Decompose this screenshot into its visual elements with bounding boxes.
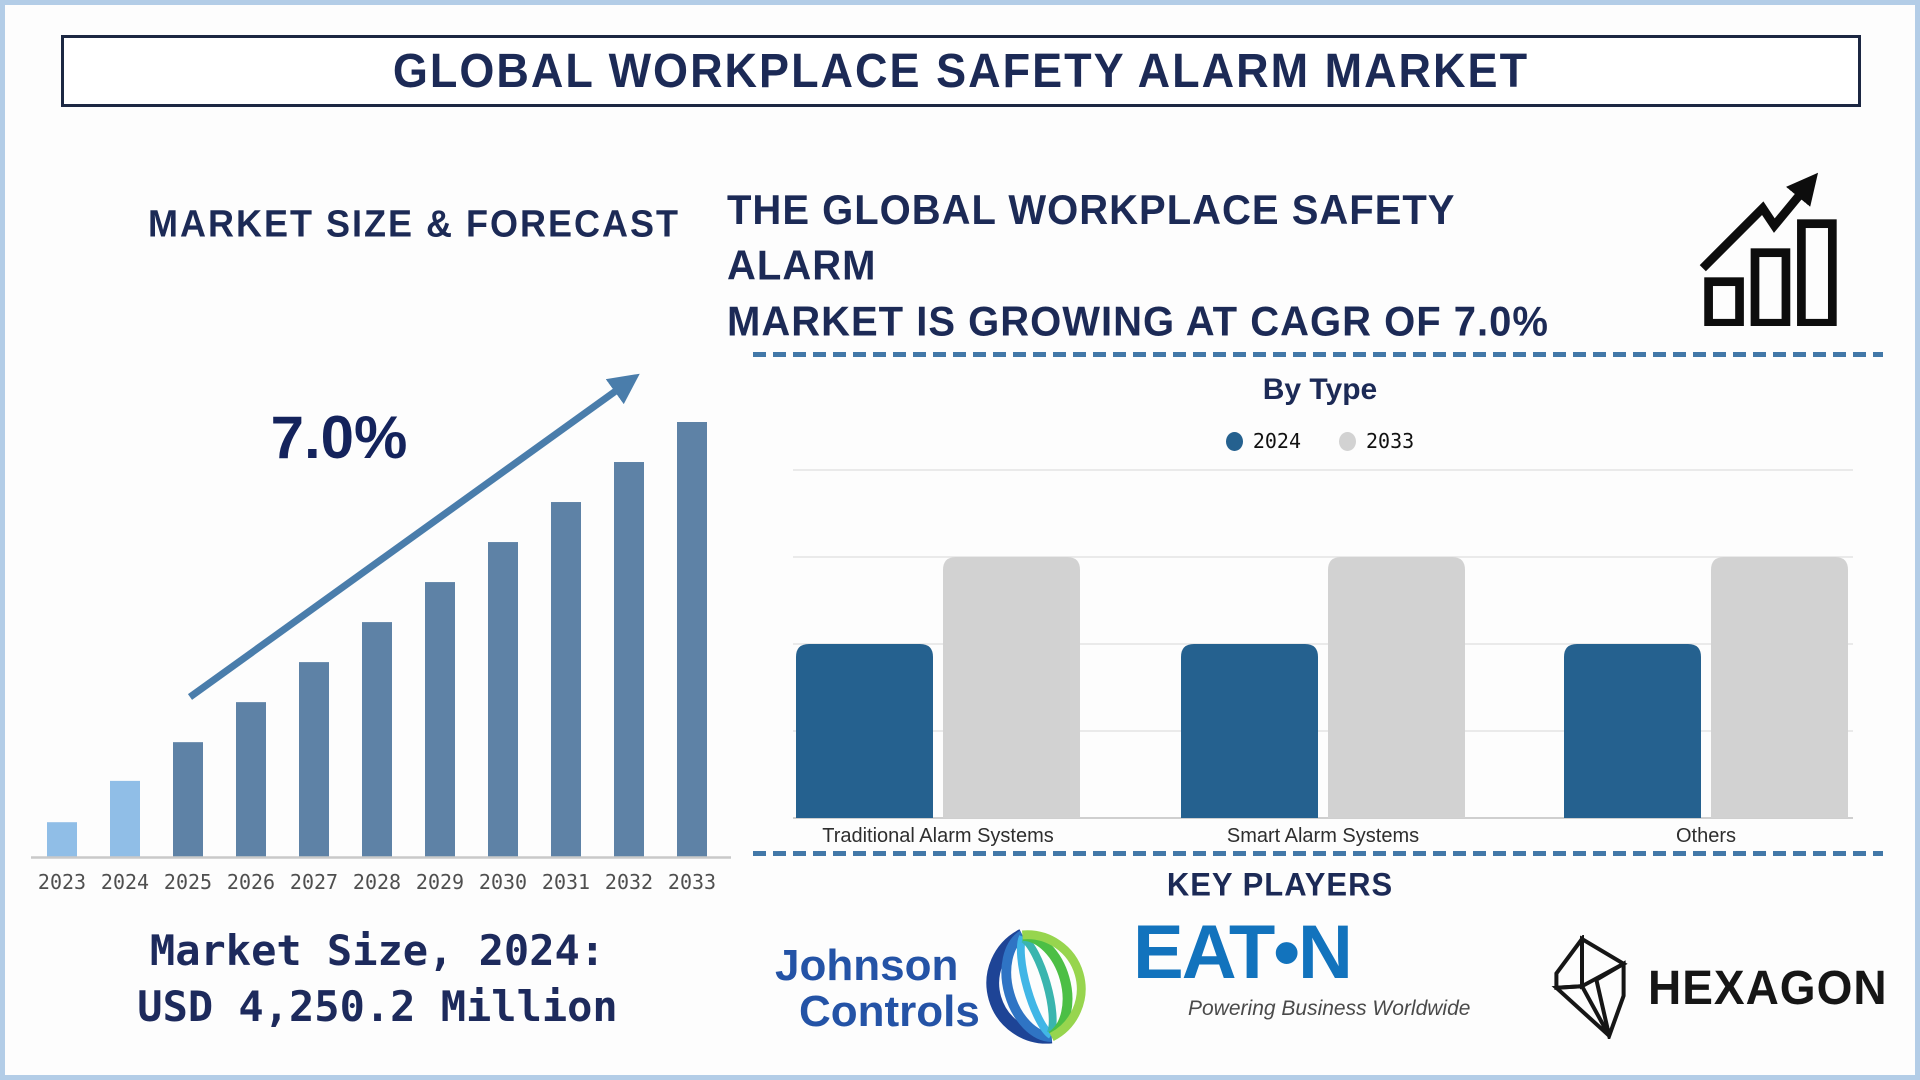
market-size-line1: Market Size, 2024: xyxy=(149,926,606,975)
year-label-2033: 2033 xyxy=(668,870,716,894)
forecast-bar-2032 xyxy=(614,462,644,857)
bar-2024-others xyxy=(1564,644,1701,818)
category-label-others: Others xyxy=(1676,825,1736,847)
dashed-separator-top xyxy=(753,352,1883,357)
forecast-bar-2030 xyxy=(488,542,518,857)
bar-2033-others xyxy=(1711,557,1848,818)
year-label-2023: 2023 xyxy=(38,870,86,894)
market-size-forecast-heading: MARKET SIZE & FORECAST xyxy=(148,201,681,245)
forecast-bar-2023 xyxy=(47,822,77,857)
by-type-legend: 2024 2033 xyxy=(1020,429,1620,453)
by-type-category-labels: Traditional Alarm Systems Smart Alarm Sys… xyxy=(822,825,1736,847)
by-type-bars-group xyxy=(796,557,1848,818)
year-label-2031: 2031 xyxy=(542,870,590,894)
category-label-traditional-alarm-systems: Traditional Alarm Systems xyxy=(822,825,1054,847)
by-type-chart: Traditional Alarm Systems Smart Alarm Sys… xyxy=(793,469,1853,847)
forecast-bar-2029 xyxy=(425,582,455,857)
forecast-bar-2025 xyxy=(173,742,203,857)
year-label-2024: 2024 xyxy=(101,870,149,894)
trend-arrow xyxy=(187,373,640,700)
bar-2024-smart-alarm-systems xyxy=(1181,644,1318,818)
year-label-2029: 2029 xyxy=(416,870,464,894)
bar-2033-smart-alarm-systems xyxy=(1328,557,1465,818)
year-label-2027: 2027 xyxy=(290,870,338,894)
eaton-wordmark: EAT•N xyxy=(1133,910,1353,995)
johnson-controls-line1: Johnson xyxy=(775,941,959,990)
legend-label-2033: 2033 xyxy=(1366,429,1415,453)
icon-bar-small xyxy=(1704,277,1744,326)
legend-item-2033: 2033 xyxy=(1339,429,1414,453)
year-label-2032: 2032 xyxy=(605,870,653,894)
forecast-bars-group xyxy=(47,422,707,857)
cagr-label: 7.0% xyxy=(271,404,408,471)
year-label-2030: 2030 xyxy=(479,870,527,894)
year-label-2025: 2025 xyxy=(164,870,212,894)
market-size-line2: USD 4,250.2 Million xyxy=(137,982,618,1031)
year-label-2026: 2026 xyxy=(227,870,275,894)
bar-2033-traditional-alarm-systems xyxy=(943,557,1080,818)
category-label-smart-alarm-systems: Smart Alarm Systems xyxy=(1227,825,1419,847)
hexagon-logo: HEXAGON xyxy=(1550,935,1888,1039)
page-title: GLOBAL WORKPLACE SAFETY ALARM MARKET xyxy=(392,42,1530,98)
market-size-callout: Market Size, 2024: USD 4,250.2 Million xyxy=(90,923,665,1035)
cagr-headline-line1: THE GLOBAL WORKPLACE SAFETY ALARM xyxy=(727,187,1455,290)
hexagon-folded-mark-icon xyxy=(1551,935,1628,1039)
eaton-logo: EAT•N Powering Business Worldwide xyxy=(1133,913,1473,1021)
eaton-tagline: Powering Business Worldwide xyxy=(1188,997,1471,1020)
bar-2024-traditional-alarm-systems xyxy=(796,644,933,818)
forecast-bar-2024 xyxy=(110,780,140,857)
forecast-bar-2031 xyxy=(551,502,581,857)
by-type-title: By Type xyxy=(1262,373,1378,406)
forecast-bar-2027 xyxy=(299,662,329,857)
cagr-headline: THE GLOBAL WORKPLACE SAFETY ALARM MARKET… xyxy=(727,183,1557,350)
market-forecast-chart: 2023 2024 2025 2026 2027 2028 2029 2030 2031 2032… xyxy=(31,373,731,894)
title-banner: GLOBAL WORKPLACE SAFETY ALARM MARKET xyxy=(61,35,1861,107)
cagr-headline-line2: MARKET IS GROWING AT CAGR OF 7.0% xyxy=(727,298,1549,345)
legend-dot-2024 xyxy=(1225,431,1243,451)
johnson-controls-line2: Controls xyxy=(799,987,980,1036)
forecast-year-labels: 2023 2024 2025 2026 2027 2028 2029 2030 2031 2032… xyxy=(38,870,716,894)
forecast-bar-2028 xyxy=(362,622,392,857)
bar-chart-rising-arrow-icon xyxy=(1699,172,1837,326)
johnson-controls-globe-icon xyxy=(986,929,1086,1044)
forecast-bar-2026 xyxy=(236,702,266,857)
johnson-controls-logo: Johnson Controls xyxy=(775,943,980,1035)
legend-dot-2033 xyxy=(1339,431,1356,451)
legend-item-2024: 2024 xyxy=(1225,429,1301,453)
icon-bar-medium xyxy=(1750,248,1791,326)
dashed-separator-bottom xyxy=(753,851,1883,856)
hexagon-wordmark: HEXAGON xyxy=(1648,959,1888,1015)
key-players-heading: KEY PLAYERS xyxy=(1166,866,1394,903)
year-label-2028: 2028 xyxy=(353,870,401,894)
icon-bar-tall xyxy=(1797,219,1837,326)
icon-zigzag-arrow xyxy=(1699,172,1819,272)
legend-label-2024: 2024 xyxy=(1252,429,1301,453)
forecast-bar-2033 xyxy=(677,422,707,857)
